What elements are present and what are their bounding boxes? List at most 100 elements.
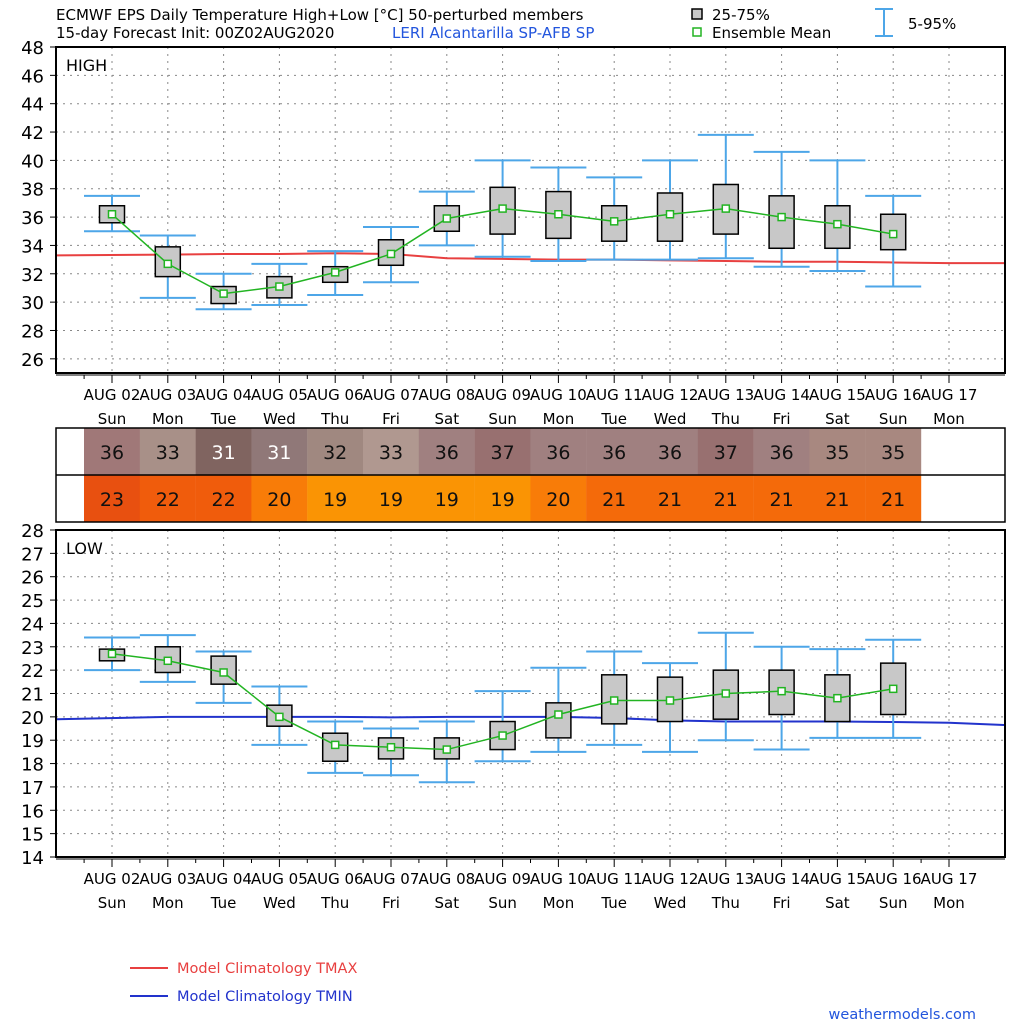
x-date-label: AUG 05 <box>251 870 308 888</box>
table-high-cell-bg <box>865 428 922 475</box>
y-tick-label: 24 <box>21 614 44 635</box>
x-weekday-label: Mon <box>543 894 575 912</box>
x-weekday-label: Tue <box>600 894 627 912</box>
y-tick-label: 14 <box>21 848 44 869</box>
table-high-cell-bg <box>642 428 698 475</box>
x-weekday-label: Fri <box>382 410 400 428</box>
table-low-cell-bg <box>251 475 308 522</box>
legend-mean-label: Ensemble Mean <box>712 24 831 42</box>
x-weekday-label: Sat <box>434 894 459 912</box>
x-date-label: AUG 16 <box>865 386 922 404</box>
legend-box-swatch <box>691 8 703 20</box>
table-low-cell-value: 19 <box>379 489 403 511</box>
table-low-cell-value: 19 <box>435 489 459 511</box>
ensemble-mean-marker <box>554 210 563 219</box>
table-high-cell-value: 31 <box>212 442 236 464</box>
panel-label: LOW <box>66 539 103 558</box>
x-date-label: AUG 04 <box>195 870 252 888</box>
table-low-cell-bg <box>307 475 364 522</box>
x-weekday-label: Wed <box>654 410 687 428</box>
plot-frame <box>55 529 1006 858</box>
chart-title-line2: 15-day Forecast Init: 00Z02AUG2020 <box>56 24 334 42</box>
ensemble-mean-marker <box>665 210 675 219</box>
table-high-cell-bg <box>139 428 196 475</box>
x-weekday-label: Mon <box>543 410 575 428</box>
x-weekday-label: Sun <box>488 894 517 912</box>
ensemble-mean-marker <box>386 742 396 752</box>
legend-box: 25-75% <box>691 6 770 24</box>
table-low-cell-bg <box>530 475 587 522</box>
x-weekday-label: Sat <box>825 410 850 428</box>
x-date-label: AUG 10 <box>530 386 587 404</box>
x-weekday-label: Sun <box>879 894 908 912</box>
y-tick-label: 21 <box>21 685 44 706</box>
legend-box-label: 25-75% <box>712 6 770 24</box>
ensemble-mean-marker <box>163 259 173 269</box>
credit-link[interactable]: weathermodels.com <box>829 1007 976 1023</box>
climatology-tmin-line <box>56 715 1005 727</box>
high-panel: 26 28 30 32 34 36 38 40 42 44 46 48 HIGH <box>21 38 1006 374</box>
x-weekday-label: Sat <box>434 410 459 428</box>
legend-whisker-label: 5-95% <box>908 15 956 33</box>
high-date-axis: AUG 02 Sun AUG 03 Mon AUG 04 Tue AUG 05 Wed AUG … <box>56 374 1005 428</box>
table-low-cell-value: 21 <box>658 489 682 511</box>
table-low-cell-value: 21 <box>881 489 905 511</box>
x-weekday-label: Thu <box>711 410 740 428</box>
table-high-cell-bg <box>530 428 587 475</box>
ensemble-mean-marker <box>721 689 731 698</box>
table-low-cell-bg <box>418 475 475 522</box>
y-tick-label: 15 <box>21 825 44 846</box>
table-high-cell-bg <box>251 428 308 475</box>
ensemble-mean-marker <box>609 696 619 705</box>
x-date-label: AUG 12 <box>642 870 699 888</box>
table-high-cell-value: 35 <box>881 442 905 464</box>
legend-tmax: Model Climatology TMAX <box>130 961 357 977</box>
box-25-75 <box>656 192 684 242</box>
y-tick-label: 25 <box>21 591 44 612</box>
x-date-label: AUG 02 <box>84 870 141 888</box>
y-tick-label: 19 <box>21 731 44 752</box>
x-weekday-label: Sun <box>488 410 517 428</box>
ensemble-mean-marker <box>442 214 452 223</box>
x-date-label: AUG 03 <box>139 386 196 404</box>
x-weekday-label: Sun <box>98 894 127 912</box>
y-tick-label: 40 <box>21 151 44 172</box>
x-weekday-label: Fri <box>382 894 400 912</box>
x-weekday-label: Mon <box>152 894 184 912</box>
box-25-75 <box>768 195 795 250</box>
ensemble-mean-marker <box>219 668 228 677</box>
x-weekday-label: Thu <box>711 894 740 912</box>
x-weekday-label: Sat <box>825 894 850 912</box>
ensemble-mean-marker <box>833 693 842 703</box>
x-weekday-label: Thu <box>320 410 349 428</box>
y-tick-label: 26 <box>21 568 44 589</box>
x-weekday-label: Fri <box>773 410 791 428</box>
x-date-label: AUG 09 <box>474 386 531 404</box>
x-date-label: AUG 08 <box>418 870 475 888</box>
y-tick-label: 26 <box>21 350 44 371</box>
x-date-label: AUG 06 <box>307 386 364 404</box>
y-tick-label: 20 <box>21 708 44 729</box>
table-high-cell-bg <box>307 428 364 475</box>
table-low-cell-value: 21 <box>602 489 626 511</box>
ensemble-mean-marker <box>163 656 173 666</box>
y-tick-label: 27 <box>21 544 44 565</box>
x-date-label: AUG 05 <box>251 386 308 404</box>
x-date-label: AUG 15 <box>809 386 866 404</box>
plot-frame <box>55 46 1006 374</box>
table-high-cell-value: 36 <box>770 442 794 464</box>
ensemble-mean-marker <box>275 282 284 291</box>
table-high-cell-value: 37 <box>714 442 738 464</box>
legend-tmax-label: Model Climatology TMAX <box>177 961 357 977</box>
table-low-cell-bg <box>474 475 531 522</box>
ensemble-mean-marker <box>498 204 507 213</box>
x-date-label: AUG 14 <box>753 386 810 404</box>
x-weekday-label: Wed <box>654 894 687 912</box>
y-tick-label: 46 <box>21 66 44 87</box>
ensemble-mean-marker <box>888 684 898 694</box>
y-tick-label: 28 <box>21 321 44 342</box>
table-high-cell-bg <box>697 428 754 475</box>
ensemble-mean-marker <box>777 212 786 222</box>
table-low-cell-value: 20 <box>546 489 570 511</box>
